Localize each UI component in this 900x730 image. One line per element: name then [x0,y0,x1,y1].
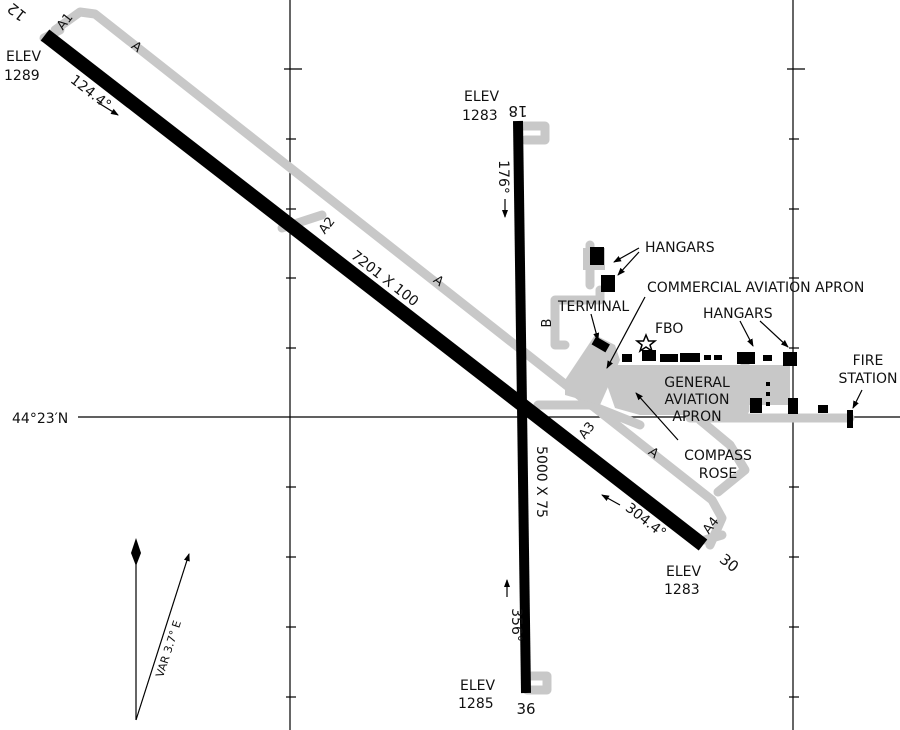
variation-label: VAR 3.7° E [153,619,184,679]
hangar-east-3 [783,352,797,366]
runway-end-18: 18 [508,102,527,120]
terminal-label: TERMINAL [557,299,629,315]
hangars-east-label: HANGARS [703,306,773,322]
fire-station-building [847,410,853,428]
fire-station-label-2: STATION [838,371,897,387]
runway-12-30 [40,29,708,551]
taxiway-a-parallel [50,7,727,550]
building-i [766,402,770,406]
runways [40,29,708,694]
graticule [78,0,900,730]
taxiway-b-label: B [540,319,555,328]
meridian-ticks [284,68,805,698]
elev-36-value: 1285 [458,696,494,712]
fbo-label: FBO [655,321,683,337]
taxiway-compass-loop [695,415,750,497]
ga-apron-label-2: AVIATION [664,392,729,408]
building-a [622,354,632,362]
runway-end-36: 36 [516,700,535,718]
north-arrow: VAR 3.7° E [131,538,190,721]
compass-rose-label-1: COMPASS [684,448,752,464]
elev-36-label: ELEV [460,678,495,694]
true-north-icon [131,538,141,566]
aprons [565,248,790,415]
fbo-building [642,350,656,361]
runway-18-36-dimensions: 5000 X 75 [533,446,549,518]
hangar-north-1 [590,247,604,265]
taxiway-a3-label: A3 [576,419,598,442]
elev-12-label: ELEV [6,49,41,65]
commercial-apron-label: COMMERCIAL AVIATION APRON [647,280,864,296]
building-e [714,355,722,360]
runway-18-heading: 176° [495,160,511,194]
building-c [680,353,700,362]
building-h [766,392,770,396]
ga-apron-label-1: GENERAL [664,375,730,391]
buildings [590,247,853,428]
taxiway-a4-stub [700,530,727,545]
taxiway-b [550,285,605,350]
runway-end-30: 30 [716,550,742,576]
ga-apron-label-3: APRON [672,409,721,425]
fire-station-label-1: FIRE [853,353,884,369]
runway-36-heading: 356° [508,608,524,642]
magnetic-north-line [135,553,190,721]
elev-30-label: ELEV [666,564,701,580]
elev-18-label: ELEV [464,89,499,105]
taxiway-36-turnaround [522,671,552,695]
fbo-star-icon [634,333,658,353]
building-g [766,382,770,386]
taxiway-18-turnaround [517,121,550,145]
building-d [704,355,711,360]
elev-18-value: 1283 [462,108,498,124]
runway-end-12: 12 [4,0,30,25]
building-k [818,405,828,413]
building-f [750,398,762,413]
hangar-north-2 [601,275,615,292]
general-aviation-apron-area [600,365,790,415]
compass-rose-label-2: ROSE [699,466,737,482]
hangar-east-2 [763,355,772,361]
elev-12-value: 1289 [4,68,40,84]
building-b [660,354,678,362]
leader-arrows [96,101,863,597]
building-j [788,398,798,414]
hangar-east-1 [737,352,755,364]
elev-30-value: 1283 [664,582,700,598]
runway-18-36 [513,120,531,694]
taxiway-a3-connector [533,400,645,430]
latitude-label: 44°23′N [12,411,68,427]
hangars-north-label: HANGARS [645,240,715,256]
commercial-apron-area [565,335,620,405]
